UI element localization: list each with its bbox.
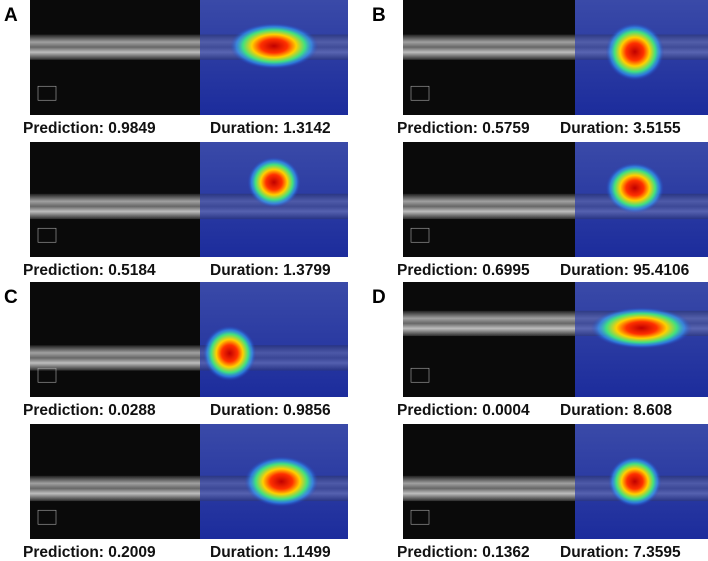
retina-layer (403, 310, 575, 337)
prediction: Prediction: 0.2009 (23, 544, 156, 561)
scale-box (37, 367, 57, 383)
retina-layer (30, 345, 200, 371)
retina-layer (30, 34, 200, 60)
panel-label: D (372, 287, 386, 308)
duration: Duration: 3.5155 (560, 120, 681, 137)
scale-box (410, 85, 430, 101)
prediction: Prediction: 0.0004 (397, 402, 530, 419)
oct-scan (403, 282, 575, 397)
duration: Duration: 7.3595 (560, 544, 681, 561)
heat-blob (202, 325, 257, 381)
retina-layer (403, 475, 575, 502)
prediction: Prediction: 0.5759 (397, 120, 530, 137)
heat-blob (229, 23, 319, 69)
panel-label: B (372, 5, 386, 26)
scale-box (37, 227, 57, 243)
duration: Duration: 8.608 (560, 402, 672, 419)
prediction: Prediction: 0.0288 (23, 402, 156, 419)
duration: Duration: 95.4106 (560, 262, 690, 279)
duration: Duration: 0.9856 (210, 402, 331, 419)
scale-box (410, 227, 430, 243)
scale-box (37, 509, 57, 525)
heat-blob (605, 23, 665, 81)
prediction: Prediction: 0.5184 (23, 262, 156, 279)
heat-blob (608, 456, 662, 507)
oct-scan (30, 282, 200, 397)
prediction: Prediction: 0.9849 (23, 120, 156, 137)
duration: Duration: 1.1499 (210, 544, 331, 561)
panel-label: A (4, 5, 18, 26)
retina-layer (403, 193, 575, 220)
scale-box (37, 85, 57, 101)
retina-layer (403, 34, 575, 60)
retina-layer (30, 193, 200, 220)
heat-blob (605, 162, 665, 214)
panel-label: C (4, 287, 18, 308)
prediction: Prediction: 0.6995 (397, 262, 530, 279)
duration: Duration: 1.3799 (210, 262, 331, 279)
heat-blob (244, 456, 319, 507)
scale-box (410, 509, 430, 525)
scale-box (410, 367, 430, 383)
heat-blob (590, 307, 693, 349)
prediction: Prediction: 0.1362 (397, 544, 530, 561)
heat-blob (247, 156, 301, 208)
duration: Duration: 1.3142 (210, 120, 331, 137)
retina-layer (30, 475, 200, 502)
